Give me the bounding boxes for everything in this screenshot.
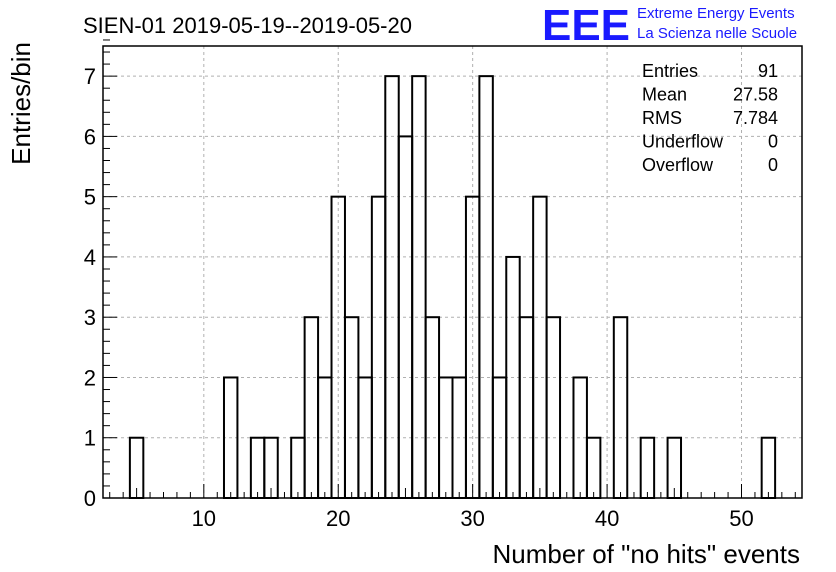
stat-value: 27.58 [733, 85, 778, 105]
y-tick-label: 6 [84, 124, 96, 149]
stat-value: 0 [768, 155, 778, 175]
logo-line1: Extreme Energy Events [637, 5, 795, 22]
y-axis-ticks: 0 1 2 3 4 5 6 7 [84, 39, 117, 511]
histogram-bar [532, 195, 548, 500]
histogram-bar [303, 316, 320, 500]
y-tick-label: 0 [84, 486, 96, 511]
histogram-bar [290, 436, 306, 500]
histogram-bar [639, 436, 656, 500]
eee-logo: EEE Extreme Energy Events La Scienza nel… [542, 1, 797, 50]
histogram-bar [370, 195, 387, 500]
x-axis-ticks: 10 20 30 40 50 [109, 484, 796, 531]
x-tick-label: 20 [326, 506, 350, 531]
histogram-bar [424, 316, 441, 500]
stats-box: Entries 91 Mean 27.58 RMS 7.784 Underflow 0 Over… [642, 61, 778, 175]
logo-mark: EEE [542, 1, 630, 50]
histogram-bar [384, 75, 400, 499]
y-tick-label: 7 [84, 64, 96, 89]
x-tick-label: 40 [595, 506, 619, 531]
histogram-bar [343, 316, 360, 500]
x-tick-label: 30 [460, 506, 484, 531]
stat-label: RMS [642, 108, 682, 128]
y-tick-label: 3 [84, 305, 96, 330]
stat-value: 7.784 [733, 108, 778, 128]
stat-value: 0 [768, 132, 778, 152]
stat-label: Underflow [642, 132, 724, 152]
y-tick-label: 4 [84, 245, 96, 270]
logo-line2: La Scienza nelle Scuole [637, 25, 797, 42]
histogram-bar [411, 75, 427, 499]
stat-label: Entries [642, 61, 698, 81]
chart-title: SIEN-01 2019-05-19--2019-05-20 [83, 13, 412, 38]
histogram-bar [518, 316, 535, 500]
plot-frame [102, 45, 803, 499]
y-tick-label: 1 [84, 426, 96, 451]
stat-value: 91 [758, 61, 778, 81]
histogram-bar [249, 436, 266, 500]
histogram-bar [478, 75, 494, 499]
y-axis-label: Entries/bin [6, 42, 36, 165]
grid-lines [103, 46, 802, 498]
y-tick-label: 5 [84, 185, 96, 210]
histogram-bar [612, 316, 629, 500]
stat-label: Mean [642, 85, 687, 105]
x-axis-label: Number of "no hits" events [493, 539, 801, 569]
y-tick-label: 2 [84, 365, 96, 390]
histogram-bar [585, 436, 602, 500]
histogram-bar [545, 316, 562, 500]
histogram-bar [760, 436, 777, 500]
x-tick-label: 10 [192, 506, 216, 531]
x-tick-label: 50 [729, 506, 753, 531]
stat-label: Overflow [642, 155, 714, 175]
